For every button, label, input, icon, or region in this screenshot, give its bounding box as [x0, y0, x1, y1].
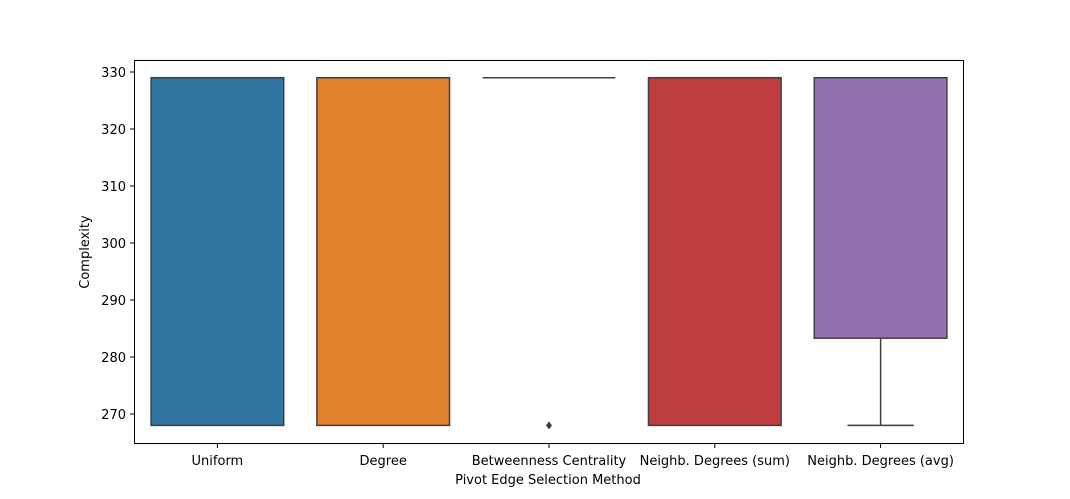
- outlier-point: [546, 421, 552, 430]
- x-tick-label: Neighb. Degrees (avg): [807, 454, 954, 469]
- y-tick-label: 330: [101, 66, 126, 81]
- y-tick-label: 290: [101, 294, 126, 309]
- y-tick-label: 270: [101, 408, 126, 423]
- box-body: [316, 76, 451, 427]
- box-3: [647, 76, 782, 427]
- y-tick-label: 320: [101, 123, 126, 138]
- y-tick-label: 280: [101, 351, 126, 366]
- boxes-layer: [150, 76, 948, 430]
- box-body: [647, 76, 782, 427]
- x-tick-label: Betweenness Centrality: [472, 454, 627, 469]
- box-body: [813, 76, 948, 339]
- box-4: [813, 76, 948, 427]
- x-tick-label: Neighb. Degrees (sum): [640, 454, 790, 469]
- y-axis-ticks: 270 280 290 300 310 320 330: [101, 66, 135, 423]
- x-tick-label: Uniform: [192, 454, 244, 469]
- x-axis-ticks: Uniform Degree Betweenness Centrality Neigh…: [192, 443, 954, 469]
- box-2: [482, 76, 616, 430]
- y-axis-label: Complexity: [78, 215, 93, 289]
- x-tick-label: Degree: [360, 454, 407, 469]
- x-axis-label: Pivot Edge Selection Method: [455, 473, 641, 488]
- box-0: [150, 76, 285, 427]
- box-body: [150, 76, 285, 427]
- y-tick-label: 310: [101, 180, 126, 195]
- y-tick-label: 300: [101, 237, 126, 252]
- box-1: [316, 76, 451, 427]
